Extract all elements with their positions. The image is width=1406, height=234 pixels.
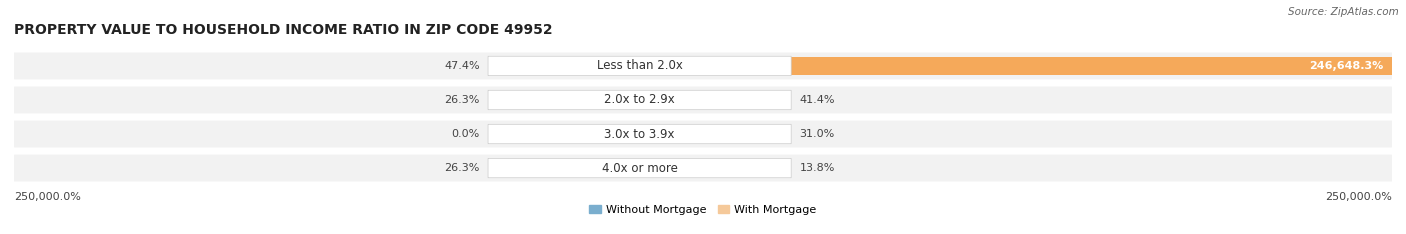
Bar — [792, 57, 1392, 75]
Text: PROPERTY VALUE TO HOUSEHOLD INCOME RATIO IN ZIP CODE 49952: PROPERTY VALUE TO HOUSEHOLD INCOME RATIO… — [14, 23, 553, 37]
FancyBboxPatch shape — [488, 124, 792, 144]
FancyBboxPatch shape — [488, 90, 792, 110]
Text: 250,000.0%: 250,000.0% — [1324, 192, 1392, 202]
Text: 246,648.3%: 246,648.3% — [1309, 61, 1384, 71]
Text: 4.0x or more: 4.0x or more — [602, 161, 678, 175]
FancyBboxPatch shape — [14, 121, 1392, 147]
Text: 3.0x to 3.9x: 3.0x to 3.9x — [605, 128, 675, 141]
Text: Less than 2.0x: Less than 2.0x — [596, 59, 682, 73]
Text: 0.0%: 0.0% — [451, 129, 479, 139]
Text: Source: ZipAtlas.com: Source: ZipAtlas.com — [1288, 7, 1399, 17]
FancyBboxPatch shape — [14, 155, 1392, 182]
Text: 250,000.0%: 250,000.0% — [14, 192, 82, 202]
Text: 26.3%: 26.3% — [444, 95, 479, 105]
FancyBboxPatch shape — [488, 158, 792, 178]
Text: 2.0x to 2.9x: 2.0x to 2.9x — [605, 93, 675, 106]
Text: 47.4%: 47.4% — [444, 61, 479, 71]
Text: 31.0%: 31.0% — [800, 129, 835, 139]
Text: 26.3%: 26.3% — [444, 163, 479, 173]
FancyBboxPatch shape — [14, 52, 1392, 79]
Text: 13.8%: 13.8% — [800, 163, 835, 173]
FancyBboxPatch shape — [488, 56, 792, 76]
Text: 41.4%: 41.4% — [800, 95, 835, 105]
FancyBboxPatch shape — [14, 87, 1392, 113]
Legend: Without Mortgage, With Mortgage: Without Mortgage, With Mortgage — [585, 200, 821, 219]
